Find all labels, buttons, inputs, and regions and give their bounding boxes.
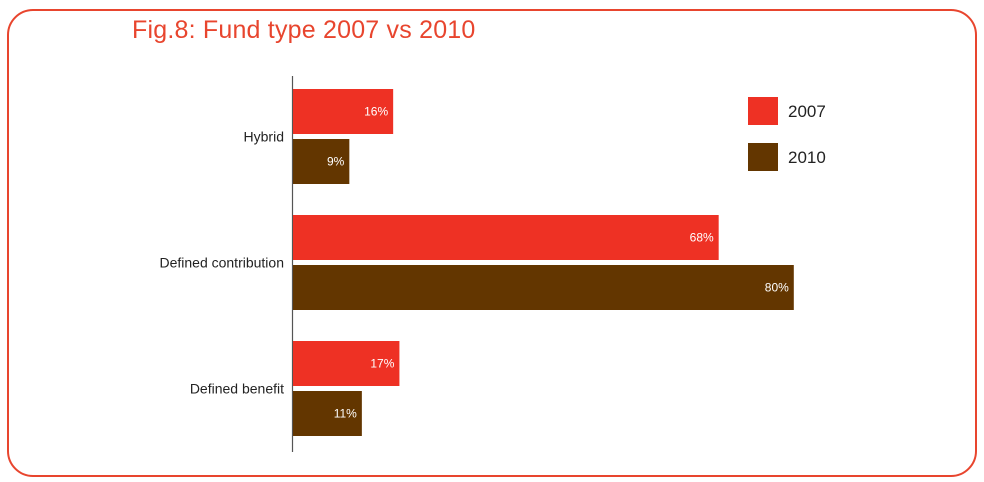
category-label-defined-contribution: Defined contribution	[159, 255, 284, 271]
value-label-defined-benefit-2010: 11%	[334, 407, 357, 421]
bar-hybrid-2007	[293, 89, 394, 134]
category-label-defined-benefit: Defined benefit	[190, 381, 284, 397]
legend-label-2007: 2007	[788, 102, 826, 121]
chart-title: Fig.8: Fund type 2007 vs 2010	[132, 16, 476, 44]
value-label-defined-contribution-2007: 68%	[690, 231, 714, 245]
legend: 2007 2010	[748, 97, 826, 171]
value-labels: 16% 9% 68% 80% 17% 11%	[327, 105, 789, 421]
category-label-hybrid: Hybrid	[244, 129, 284, 145]
value-label-hybrid-2007: 16%	[364, 105, 388, 119]
value-label-defined-contribution-2010: 80%	[765, 281, 789, 295]
bars	[293, 89, 794, 436]
legend-label-2010: 2010	[788, 148, 826, 167]
value-label-defined-benefit-2007: 17%	[370, 357, 394, 371]
category-labels: Hybrid Defined contribution Defined benefi…	[159, 129, 284, 397]
legend-swatch-2010	[748, 143, 778, 171]
bar-hybrid-2010	[293, 139, 350, 184]
bar-defined-benefit-2007	[293, 341, 400, 386]
value-label-hybrid-2010: 9%	[327, 155, 345, 169]
bar-defined-contribution-2010	[293, 265, 794, 310]
bar-defined-benefit-2010	[293, 391, 362, 436]
legend-swatch-2007	[748, 97, 778, 125]
bar-defined-contribution-2007	[293, 215, 719, 260]
